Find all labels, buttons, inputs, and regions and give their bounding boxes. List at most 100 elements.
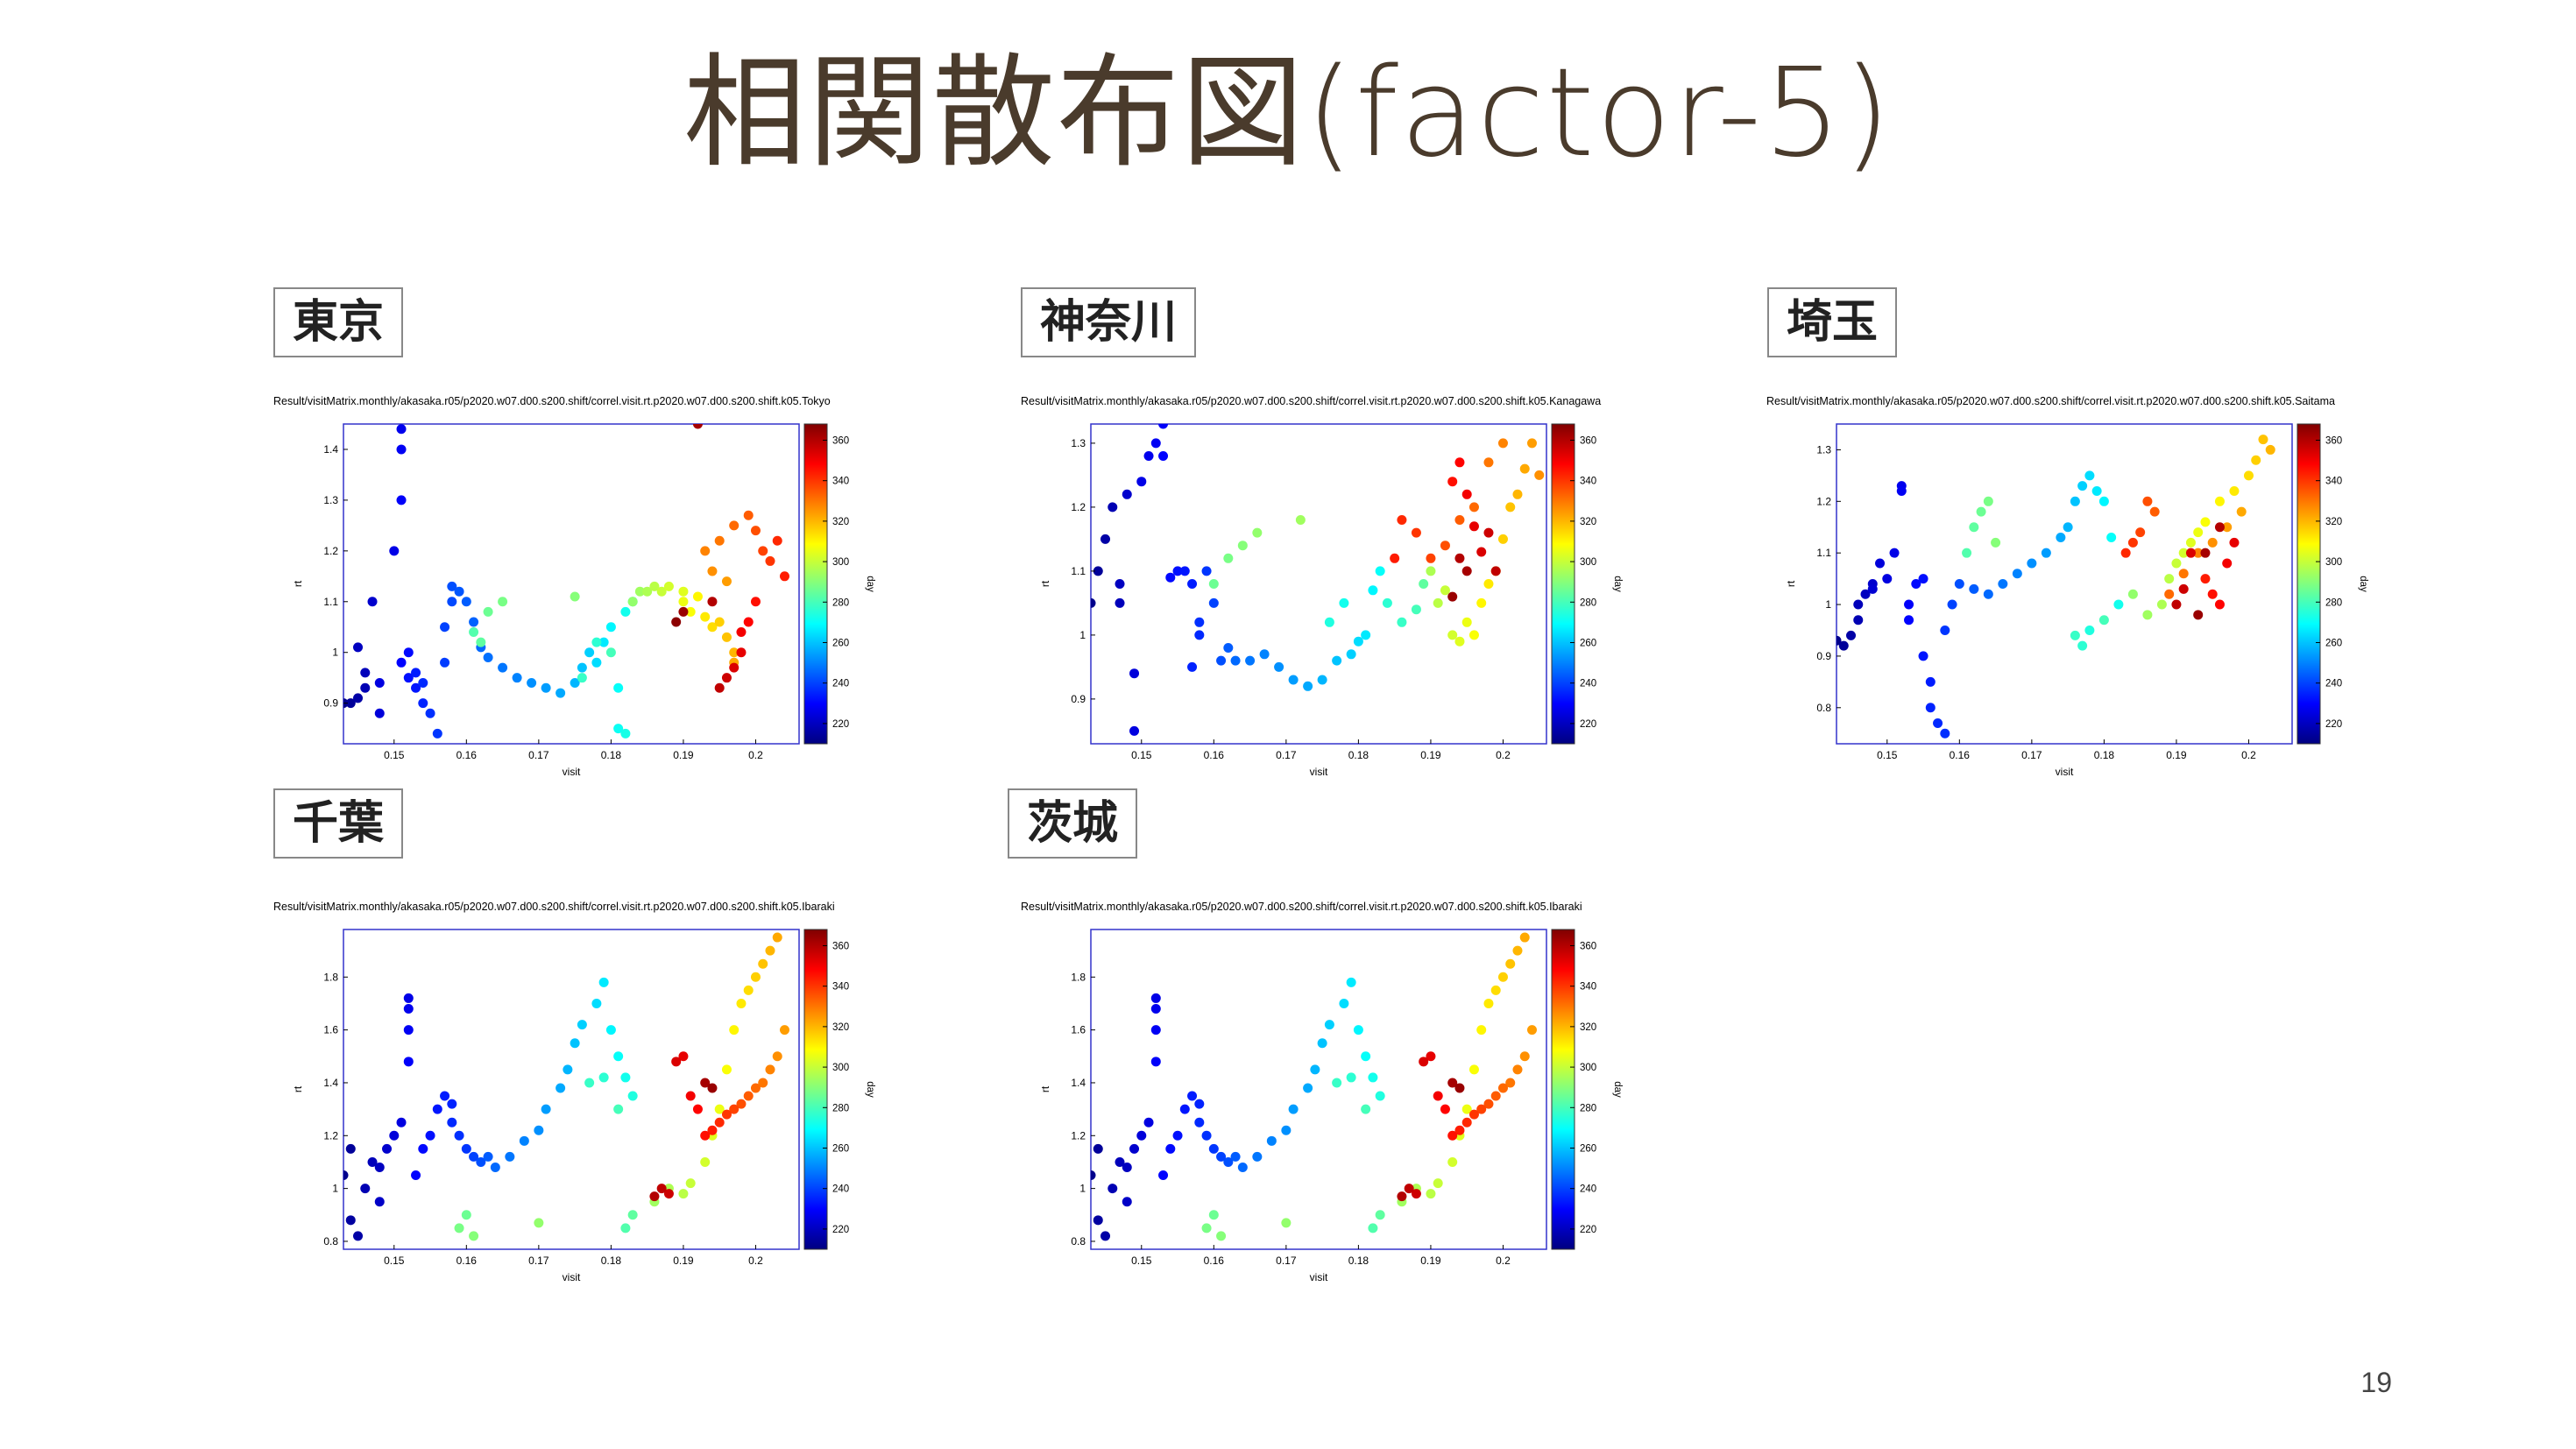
colorbar-tick-label: 320 [1580, 517, 1596, 527]
data-point [714, 682, 725, 693]
colorbar [1551, 423, 1575, 745]
data-point [396, 424, 407, 435]
data-point [469, 627, 479, 638]
data-point [1476, 1104, 1487, 1114]
data-point [411, 1170, 421, 1181]
data-point [1237, 541, 1248, 551]
data-point [1179, 1104, 1190, 1114]
data-point [1505, 1078, 1516, 1088]
x-tick-label: 0.19 [1420, 749, 1441, 761]
data-point [605, 1025, 616, 1036]
data-point [1093, 1143, 1103, 1154]
data-point [2127, 589, 2138, 599]
y-tick-label: 1.2 [1071, 501, 1086, 513]
data-point [461, 1143, 471, 1154]
data-point [1904, 599, 1914, 610]
data-point [1100, 1231, 1111, 1241]
data-point [584, 1078, 595, 1088]
x-axis-label: visit [563, 1271, 581, 1283]
data-point [2200, 517, 2211, 527]
data-point [1324, 1020, 1334, 1030]
data-point [1346, 977, 1356, 987]
data-point [1288, 1104, 1299, 1114]
data-point [2229, 537, 2240, 548]
data-point [1969, 583, 1979, 594]
data-point [620, 1072, 631, 1083]
y-tick-label: 1 [1825, 598, 1831, 611]
data-point [736, 647, 747, 658]
data-point [1925, 676, 1936, 687]
data-point [367, 1156, 378, 1167]
colorbar-tick-label: 360 [1580, 435, 1596, 446]
data-point [396, 657, 407, 668]
data-point [440, 622, 450, 633]
data-point [534, 1218, 544, 1228]
colorbar-tick-label: 260 [832, 638, 849, 648]
data-point [736, 1099, 747, 1109]
data-point [2142, 496, 2153, 506]
data-point [2200, 548, 2211, 558]
data-point [1129, 668, 1140, 679]
data-point [1208, 1210, 1219, 1220]
data-point [2156, 599, 2167, 610]
data-point [403, 993, 414, 1003]
data-point [2070, 630, 2080, 640]
data-point [1303, 681, 1313, 691]
data-point [396, 495, 407, 505]
data-point [374, 708, 385, 718]
data-point [1208, 579, 1219, 589]
region-label-chiba: 千葉 [273, 788, 404, 859]
data-point [2193, 527, 2204, 538]
data-point [584, 647, 595, 658]
data-point [685, 606, 696, 617]
data-point [707, 566, 718, 576]
data-point [2214, 599, 2225, 610]
data-point [1091, 597, 1096, 608]
data-point [1940, 625, 1950, 635]
y-tick-label: 1.2 [323, 1129, 338, 1142]
data-point [1223, 553, 1234, 563]
data-point [1969, 522, 1979, 533]
colorbar-tick-label: 240 [1580, 1184, 1596, 1195]
data-point [1483, 527, 1494, 538]
x-axis-label: visit [2056, 766, 2074, 778]
data-point [1208, 597, 1219, 608]
data-point [2171, 558, 2182, 569]
data-point [1346, 1072, 1356, 1083]
data-point [743, 617, 754, 627]
data-point [765, 1064, 775, 1075]
data-point [772, 535, 782, 546]
data-point [700, 1130, 711, 1141]
data-point [2149, 506, 2160, 517]
data-point [1483, 1099, 1494, 1109]
data-point [700, 1156, 711, 1167]
data-point [1519, 1051, 1530, 1062]
data-point [721, 1064, 732, 1075]
data-point [483, 606, 493, 617]
data-point [1216, 1231, 1227, 1241]
data-point [1252, 1151, 1263, 1162]
data-point [1165, 572, 1176, 583]
y-axis-label: rt [292, 580, 304, 587]
data-point [1983, 589, 1993, 599]
data-point [345, 1143, 356, 1154]
data-point [1426, 553, 1436, 563]
data-point [2164, 589, 2175, 599]
data-point [389, 546, 400, 556]
data-point [1918, 651, 1928, 661]
y-tick-label: 1.2 [1071, 1129, 1086, 1142]
y-tick-label: 1.1 [1071, 565, 1086, 577]
data-point [1476, 1025, 1487, 1036]
data-point [1368, 585, 1378, 596]
data-point [2265, 444, 2275, 455]
x-tick-label: 0.2 [2241, 749, 2256, 761]
data-point [2142, 610, 2153, 620]
y-tick-label: 1.6 [1071, 1024, 1086, 1036]
data-point [714, 1117, 725, 1127]
slide-title: 相関散布図(factor-5) [683, 42, 1893, 185]
colorbar-tick-label: 300 [2325, 557, 2342, 568]
data-point [692, 591, 703, 602]
data-point [1461, 1117, 1472, 1127]
data-point [1490, 1091, 1501, 1101]
data-point [605, 647, 616, 658]
